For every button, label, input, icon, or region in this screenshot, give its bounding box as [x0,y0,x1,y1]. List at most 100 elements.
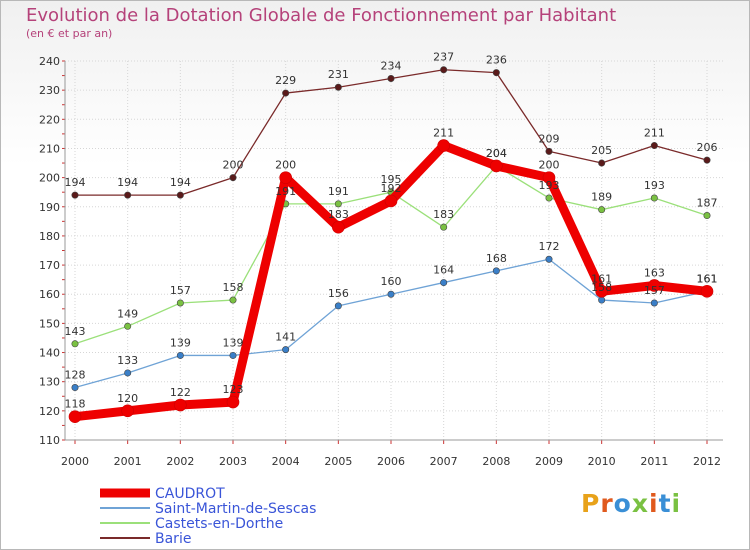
y-tick-label: 170 [39,259,60,272]
x-tick-label: 2010 [588,455,616,468]
data-label: 195 [381,173,402,186]
data-label: 200 [275,159,296,172]
data-point [387,290,395,298]
data-point [648,279,661,292]
legend: CAUDROTSaint-Martin-de-SescasCastets-en-… [100,486,316,547]
data-point [650,299,658,307]
data-label: 200 [223,159,244,172]
data-label: 183 [433,208,454,221]
logo-letter: x [631,489,649,518]
x-tick-label: 2005 [324,455,352,468]
data-point [282,89,290,97]
data-point [176,299,184,307]
y-tick-label: 150 [39,317,60,330]
data-point [332,220,345,234]
logo-letter: o [613,489,632,518]
data-point [71,191,79,199]
y-tick-label: 120 [39,405,60,418]
logo-letter: i [671,489,682,518]
data-label: 141 [275,331,296,344]
data-label: 194 [117,176,138,189]
y-tick-label: 140 [39,347,60,360]
data-label: 160 [381,275,402,288]
data-label: 234 [381,59,402,72]
grid [65,60,723,441]
data-point [545,255,553,263]
data-point [384,194,398,208]
data-label: 139 [170,336,191,349]
legend-label: Saint-Martin-de-Sescas [155,501,316,517]
data-label: 237 [433,51,454,64]
data-point [68,410,82,423]
data-label: 204 [486,147,507,160]
data-label: 156 [328,287,349,300]
y-tick-label: 190 [39,201,60,214]
y-tick-label: 200 [39,172,60,185]
x-tick-label: 2000 [61,455,89,468]
data-label: 187 [697,197,718,210]
data-point [334,302,342,310]
data-label: 157 [644,284,665,297]
x-tick-label: 2007 [430,455,458,468]
logo-letter: r [600,489,614,518]
chart-title: Evolution de la Dotation Globale de Fonc… [26,5,617,26]
data-label: 211 [433,127,454,140]
data-point [71,384,79,392]
data-point [334,83,342,91]
data-label: 128 [65,369,86,382]
data-point [595,285,608,298]
data-label: 194 [65,176,86,189]
data-point [176,351,184,359]
data-label: 143 [65,325,86,338]
data-label: 183 [328,208,349,221]
data-label: 120 [117,392,138,405]
legend-label: CAUDROT [155,486,225,502]
data-label: 193 [644,179,665,192]
x-tick-label: 2008 [482,455,510,468]
legend-label: Castets-en-Dorthe [155,516,283,532]
data-point [545,194,553,202]
data-point [598,159,606,167]
y-tick-label: 240 [39,55,60,68]
data-label: 194 [170,176,191,189]
data-point [387,74,395,82]
data-label: 123 [223,383,244,396]
x-tick-label: 2009 [535,455,563,468]
data-label: 149 [117,307,138,320]
data-label: 229 [275,74,296,87]
y-tick-label: 220 [39,113,60,126]
logo-letter: i [649,489,659,518]
data-point [124,322,132,330]
y-tick-label: 230 [39,84,60,97]
data-point [490,159,503,173]
data-point [598,206,606,214]
data-point [700,285,714,298]
data-label: 211 [644,127,665,140]
data-label: 139 [223,336,244,349]
y-tick-label: 180 [39,230,60,243]
y-tick-label: 130 [39,376,60,389]
data-point [492,267,500,275]
data-label: 205 [591,144,612,157]
data-point [229,351,237,359]
data-label: 193 [539,179,560,192]
data-point [703,156,711,164]
data-point [703,212,711,220]
data-label: 231 [328,68,349,81]
x-tick-label: 2012 [693,455,721,468]
data-label: 161 [697,272,718,285]
data-label: 118 [65,398,86,411]
data-label: 133 [117,354,138,367]
y-tick-label: 160 [39,288,60,301]
data-point [229,296,237,304]
data-label: 164 [433,264,454,277]
data-point [545,147,553,155]
data-point [174,398,187,412]
legend-label: Barie [155,531,191,547]
data-point [334,200,342,208]
data-label: 206 [697,141,718,154]
x-tick-label: 2006 [377,455,405,468]
data-point [437,139,450,152]
data-point [176,191,184,199]
